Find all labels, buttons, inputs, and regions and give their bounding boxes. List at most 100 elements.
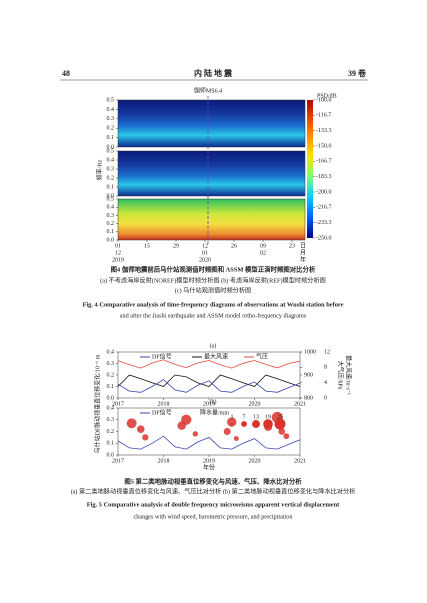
y-tick-label: 0.3 [107,166,115,172]
x-unit-label: 月 [300,249,306,256]
colorbar [307,100,313,238]
x-tick-label: 23 [289,243,295,249]
x-tick-label: 09 [260,243,266,249]
legend-label: 气压 [256,352,268,360]
x-tick-label: 2020 [199,257,211,263]
annotation: 伽师MS6.4 [194,86,222,94]
y-tick-label: 0.4 [107,205,115,211]
y2-tick-label: 0 [324,395,327,401]
x-tick-label: 01 [115,243,121,249]
page-number: 48 [62,69,70,78]
precipitation-bubble [142,434,149,441]
legend-size-label: 7 [243,414,246,420]
caption-line: (c) 乌什站观测值时频分析图 [175,286,251,294]
caption-title: Fig. 5 Comparative analysis of double fr… [87,501,340,508]
x-unit-label: 日 [300,242,306,249]
legend-size-label: 19 [265,414,271,420]
x-tick-label: 2018 [158,458,170,464]
y2-tick-label: 4 [324,380,327,386]
x-tick-label: 29 [173,243,179,249]
x-tick-label: 2020 [249,401,261,407]
legend-bubble [241,421,247,427]
legend-bubble [274,418,286,430]
y-tick-label: 0.3 [107,213,115,219]
colorbar-tick-label: -250.0 [316,235,332,241]
y-tick-label: 0.0 [107,193,115,199]
legend-label: 降水量/mm [200,408,229,416]
x-tick-label: 2017 [112,401,124,407]
x-unit-label: 年 [300,255,306,263]
y-axis-label: 乌什站DF脉动视垂直位移变化/10⁻⁶ m [93,354,101,453]
x-tick-label: 2019 [112,257,124,263]
y-tick-label: 0.2 [107,372,115,378]
precipitation-bubble [126,418,137,429]
precipitation-bubble [278,428,286,435]
y-tick-label: 0.3 [107,361,115,367]
x-tick-label: 2021 [294,401,306,407]
y-tick-label: 0.0 [107,395,115,401]
y2-tick-label: 800 [304,395,313,401]
colorbar-tick-label: -150.0 [316,143,332,149]
y-tick-label: 0.3 [107,417,115,423]
x-tick-label: 2019 [203,401,215,407]
precipitation-bubble [192,431,199,437]
caption-title: Fig. 4 Comparative analysis of time-freq… [82,301,343,308]
x-tick-label: 2018 [158,401,170,407]
legend-bubble [230,422,234,426]
spectrogram-panel [118,151,305,196]
series-line [117,374,301,387]
y2-axis-label: 大气压/hPa [337,361,345,390]
y-tick-label: 0.2 [107,175,115,181]
x-tick-label: 2021 [294,458,306,464]
caption-line: (a) 第二类地脉动视垂直位移变化与风速、气压比对分析 (b) 第二类地脉动视垂… [71,487,356,495]
colorbar-tick-label: -100.0 [316,97,332,103]
y-tick-label: 0.4 [107,107,115,113]
series-line [117,359,301,369]
y-tick-label: 0.5 [107,97,115,103]
precipitation-bubble [223,428,231,435]
colorbar-tick-label: -233.3 [316,220,332,226]
y-tick-label: 0.2 [107,429,115,435]
caption-line: changes with wind speed, barometric pres… [134,513,293,520]
caption-title: 图4 伽师地震前后乌什站观测值时频图和 ASSM 模型正演时频图对比分析 [111,264,316,273]
y-tick-label: 0.3 [107,116,115,122]
y-tick-label: 0.5 [107,196,115,202]
y-tick-label: 0.2 [107,221,115,227]
caption-line: and after the Jiashi earthquake and ASSM… [120,312,307,319]
y-tick-label: 0.0 [107,144,115,150]
x-tick-label: 2019 [203,458,215,464]
panel-title: (b) [210,398,217,405]
legend-size-label: 1 [231,414,234,420]
legend-bubble [263,419,273,429]
precipitation-bubble [283,433,290,440]
panel-frame [117,150,306,197]
colorbar-tick-label: -216.7 [316,205,332,211]
journal-name: 内 陆 地 震 [194,68,233,78]
precipitation-bubble [227,417,237,427]
colorbar-label: PSD/dB [317,93,337,99]
y-tick-label: 0.1 [107,184,115,190]
y-tick-label: 0.1 [107,135,115,141]
colorbar-tick-label: -200.0 [316,189,332,195]
series-line [117,379,301,393]
precipitation-bubble [136,425,145,433]
y2-tick-label: 1000 [304,349,316,355]
y-tick-label: 0.1 [107,384,115,390]
x-tick-label: 02 [260,250,266,256]
y-tick-label: 0.1 [107,441,115,447]
y3-axis-label: 最大风速/m·s⁻¹ [345,355,353,395]
y-tick-label: 0.2 [107,126,115,132]
x-tick-label: 15 [144,243,150,249]
y-tick-label: 0.4 [107,157,115,163]
legend-label: DF信号 [152,352,172,360]
precipitation-bubble [233,436,239,442]
y-tick-label: 0.5 [107,148,115,154]
y2-tick-label: 900 [304,372,313,378]
y2-tick-label: 12 [324,349,330,355]
legend-label: DF信号 [152,408,172,416]
x-tick-label: 12 [115,250,121,256]
y-tick-label: 0.4 [107,405,115,411]
x-tick-label: 2020 [249,458,261,464]
